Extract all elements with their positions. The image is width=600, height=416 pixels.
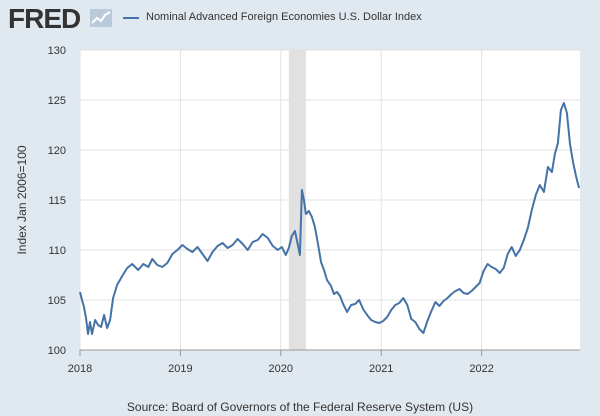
y-tick-label: 110	[48, 245, 66, 257]
x-tick-label: 2018	[68, 363, 92, 375]
series-layer	[79, 102, 580, 335]
chart-header: FRED Nominal Advanced Foreign Economies …	[0, 0, 600, 36]
y-tick-label: 100	[48, 345, 66, 357]
y-tick-label: 105	[48, 295, 66, 307]
y-axis-label: Index Jan 2006=100	[15, 145, 29, 254]
x-tick-label: 2021	[369, 363, 393, 375]
y-axis-ticks: 100 105 110 115 120 125 130	[48, 45, 66, 357]
y-tick-label: 120	[48, 145, 66, 157]
legend-label[interactable]: Nominal Advanced Foreign Economies U.S. …	[146, 11, 422, 23]
x-tick-label: 2020	[269, 363, 293, 375]
fred-logo[interactable]: FRED	[8, 3, 81, 34]
x-tick-label: 2022	[469, 363, 493, 375]
source-note: Source: Board of Governors of the Federa…	[126, 400, 474, 414]
x-tick-label: 2019	[168, 363, 192, 375]
y-tick-label: 130	[48, 45, 66, 57]
x-axis-ticks: 2018 2019 2020 2021 2022	[68, 349, 580, 375]
series-line	[79, 102, 580, 335]
trend-line-icon	[90, 9, 112, 27]
y-tick-label: 115	[48, 195, 66, 207]
legend-swatch	[123, 17, 139, 19]
y-tick-label: 125	[48, 95, 66, 107]
